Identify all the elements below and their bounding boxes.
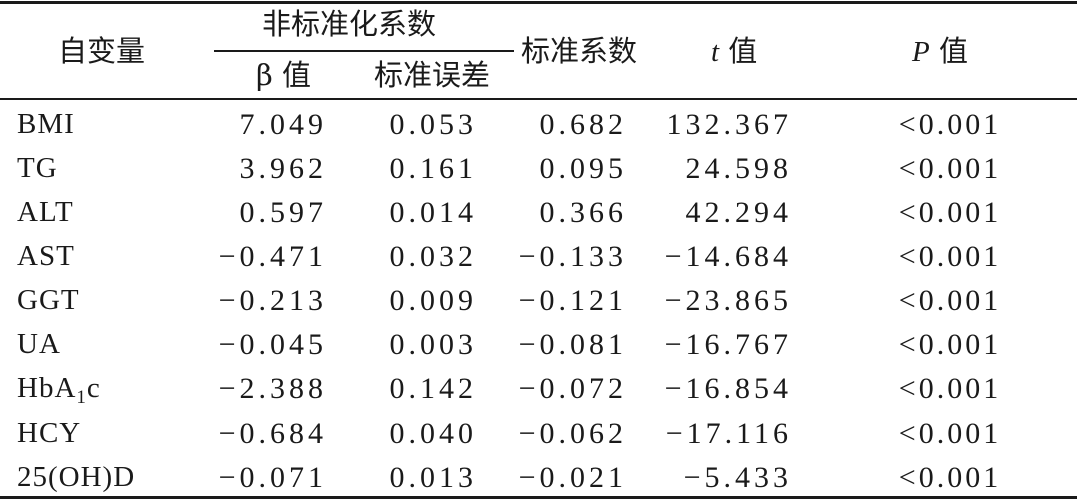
row-t-value: 24.598	[685, 152, 792, 185]
row-variable-tail: c	[86, 372, 101, 404]
row-beta-value: 7.049	[239, 108, 327, 141]
row-se-value: 0.032	[389, 240, 477, 273]
row-beta-value: −0.684	[218, 417, 327, 450]
row-variable: AST	[17, 242, 75, 271]
row-t-value: −5.433	[683, 461, 792, 494]
row-std-value: −0.021	[518, 461, 627, 494]
row-std-value: −0.121	[518, 284, 627, 317]
header-unstandardized-coefficients: 非标准化系数	[262, 7, 437, 41]
row-variable: HbA1c	[17, 372, 101, 408]
row-t-value: −14.684	[664, 240, 792, 273]
header-beta-suffix: 值	[281, 58, 311, 92]
row-std-value: −0.133	[518, 240, 627, 273]
header-t-value: t 值	[711, 37, 757, 67]
row-variable: UA	[17, 330, 61, 359]
row-p-value: <0.001	[898, 417, 1002, 450]
row-variable: TG	[17, 154, 58, 183]
header-bottom-rule	[0, 98, 1077, 100]
row-p-value: <0.001	[898, 461, 1002, 494]
row-variable: 25(OH)D	[17, 463, 135, 492]
row-beta-value: −0.045	[218, 328, 327, 361]
row-beta-value: 0.597	[239, 196, 327, 229]
row-variable-text: GGT	[17, 284, 80, 316]
row-p-value: <0.001	[898, 372, 1002, 405]
row-variable: ALT	[17, 198, 74, 227]
row-std-value: −0.062	[518, 417, 627, 450]
row-std-value: 0.095	[539, 152, 627, 185]
row-se-value: 0.053	[389, 108, 477, 141]
row-variable-text: UA	[17, 328, 61, 360]
row-t-value: −16.854	[664, 372, 792, 405]
row-std-value: −0.081	[518, 328, 627, 361]
row-se-value: 0.013	[389, 461, 477, 494]
row-variable-text: HbA	[17, 372, 77, 404]
header-standardized-coefficient: 标准系数	[521, 34, 638, 68]
header-beta-symbol: β	[256, 58, 273, 92]
row-beta-value: 3.962	[239, 152, 327, 185]
row-se-value: 0.040	[389, 417, 477, 450]
row-p-value: <0.001	[898, 152, 1002, 185]
header-p-suffix: 值	[938, 34, 968, 68]
row-beta-value: −0.071	[218, 461, 327, 494]
row-se-value: 0.142	[389, 372, 477, 405]
row-t-value: −17.116	[665, 417, 792, 450]
header-p-symbol: P	[912, 36, 930, 68]
row-p-value: <0.001	[898, 196, 1002, 229]
table-bottom-rule	[0, 496, 1077, 499]
header-variable: 自变量	[58, 34, 146, 68]
row-se-value: 0.003	[389, 328, 477, 361]
header-t-symbol: t	[711, 36, 720, 68]
row-p-value: <0.001	[898, 240, 1002, 273]
row-p-value: <0.001	[898, 284, 1002, 317]
row-p-value: <0.001	[898, 328, 1002, 361]
row-variable-text: BMI	[17, 108, 75, 140]
row-variable: GGT	[17, 286, 80, 315]
header-standard-error: 标准误差	[374, 58, 491, 92]
row-std-value: −0.072	[518, 372, 627, 405]
header-t-suffix: 值	[728, 34, 758, 68]
row-se-value: 0.009	[389, 284, 477, 317]
row-se-value: 0.161	[389, 152, 477, 185]
row-beta-value: −2.388	[218, 372, 327, 405]
row-beta-value: −0.471	[218, 240, 327, 273]
header-p-value: P 值	[912, 37, 968, 67]
row-variable: HCY	[17, 419, 81, 448]
table-top-rule	[0, 1, 1077, 4]
row-std-value: 0.366	[539, 196, 627, 229]
row-p-value: <0.001	[898, 108, 1002, 141]
row-beta-value: −0.213	[218, 284, 327, 317]
row-variable-text: ALT	[17, 196, 74, 228]
row-se-value: 0.014	[389, 196, 477, 229]
row-t-value: 132.367	[666, 108, 792, 141]
row-variable-text: AST	[17, 240, 75, 272]
row-std-value: 0.682	[539, 108, 627, 141]
header-beta: β 值	[256, 61, 311, 90]
row-t-value: 42.294	[685, 196, 792, 229]
row-variable-text: TG	[17, 152, 58, 184]
row-t-value: −16.767	[664, 328, 792, 361]
row-variable-text: 25(OH)D	[17, 461, 136, 493]
row-t-value: −23.865	[664, 284, 792, 317]
row-variable: BMI	[17, 110, 75, 139]
row-variable-text: HCY	[17, 417, 82, 449]
row-variable-subscript: 1	[76, 387, 87, 408]
unstandardized-group-rule	[214, 50, 514, 52]
